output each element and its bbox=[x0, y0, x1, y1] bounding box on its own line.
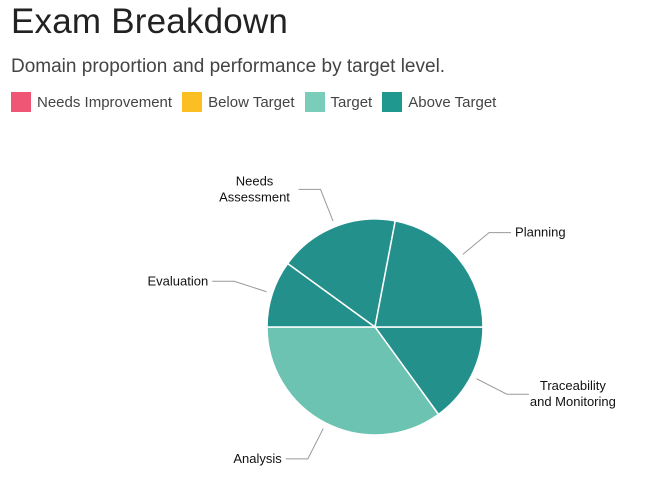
slice-label-planning: Planning bbox=[515, 225, 566, 240]
leader-line-analysis bbox=[285, 428, 324, 460]
legend-swatch bbox=[182, 92, 203, 112]
legend-item-below-target[interactable]: Below Target bbox=[182, 92, 295, 112]
slice-label-evaluation: Evaluation bbox=[148, 273, 209, 288]
legend-label: Needs Improvement bbox=[37, 93, 173, 111]
legend-label: Below Target bbox=[208, 93, 295, 111]
pie-slice-analysis[interactable] bbox=[266, 326, 440, 436]
legend-swatch bbox=[11, 92, 31, 112]
leader-line-traceability-and-monitoring bbox=[476, 378, 529, 395]
pie-slice-needs-assessment[interactable] bbox=[286, 218, 397, 329]
pie-slice-traceability-and-monitoring[interactable] bbox=[373, 326, 484, 416]
leader-line-evaluation bbox=[212, 280, 267, 293]
page-subtitle: Domain proportion and performance by tar… bbox=[11, 56, 446, 77]
leader-line-planning bbox=[462, 232, 512, 255]
legend-swatch bbox=[382, 92, 403, 112]
legend: Needs Improvement Below Target Target Ab… bbox=[11, 92, 506, 112]
slice-label-analysis: Analysis bbox=[233, 451, 282, 466]
legend-item-above-target[interactable]: Above Target bbox=[382, 92, 496, 112]
legend-item-needs-improvement[interactable]: Needs Improvement bbox=[11, 92, 172, 112]
slice-label-needs-assessment: Needs Assessment bbox=[219, 173, 290, 204]
leader-line-needs-assessment bbox=[298, 188, 334, 222]
slice-label-traceability-and-monitoring: Traceability and Monitoring bbox=[530, 378, 616, 409]
legend-swatch bbox=[304, 92, 325, 112]
legend-label: Above Target bbox=[408, 93, 497, 111]
legend-label: Target bbox=[330, 93, 373, 111]
page-title: Exam Breakdown bbox=[11, 2, 289, 41]
pie-slice-planning[interactable] bbox=[374, 220, 484, 328]
legend-item-target[interactable]: Target bbox=[304, 92, 373, 112]
